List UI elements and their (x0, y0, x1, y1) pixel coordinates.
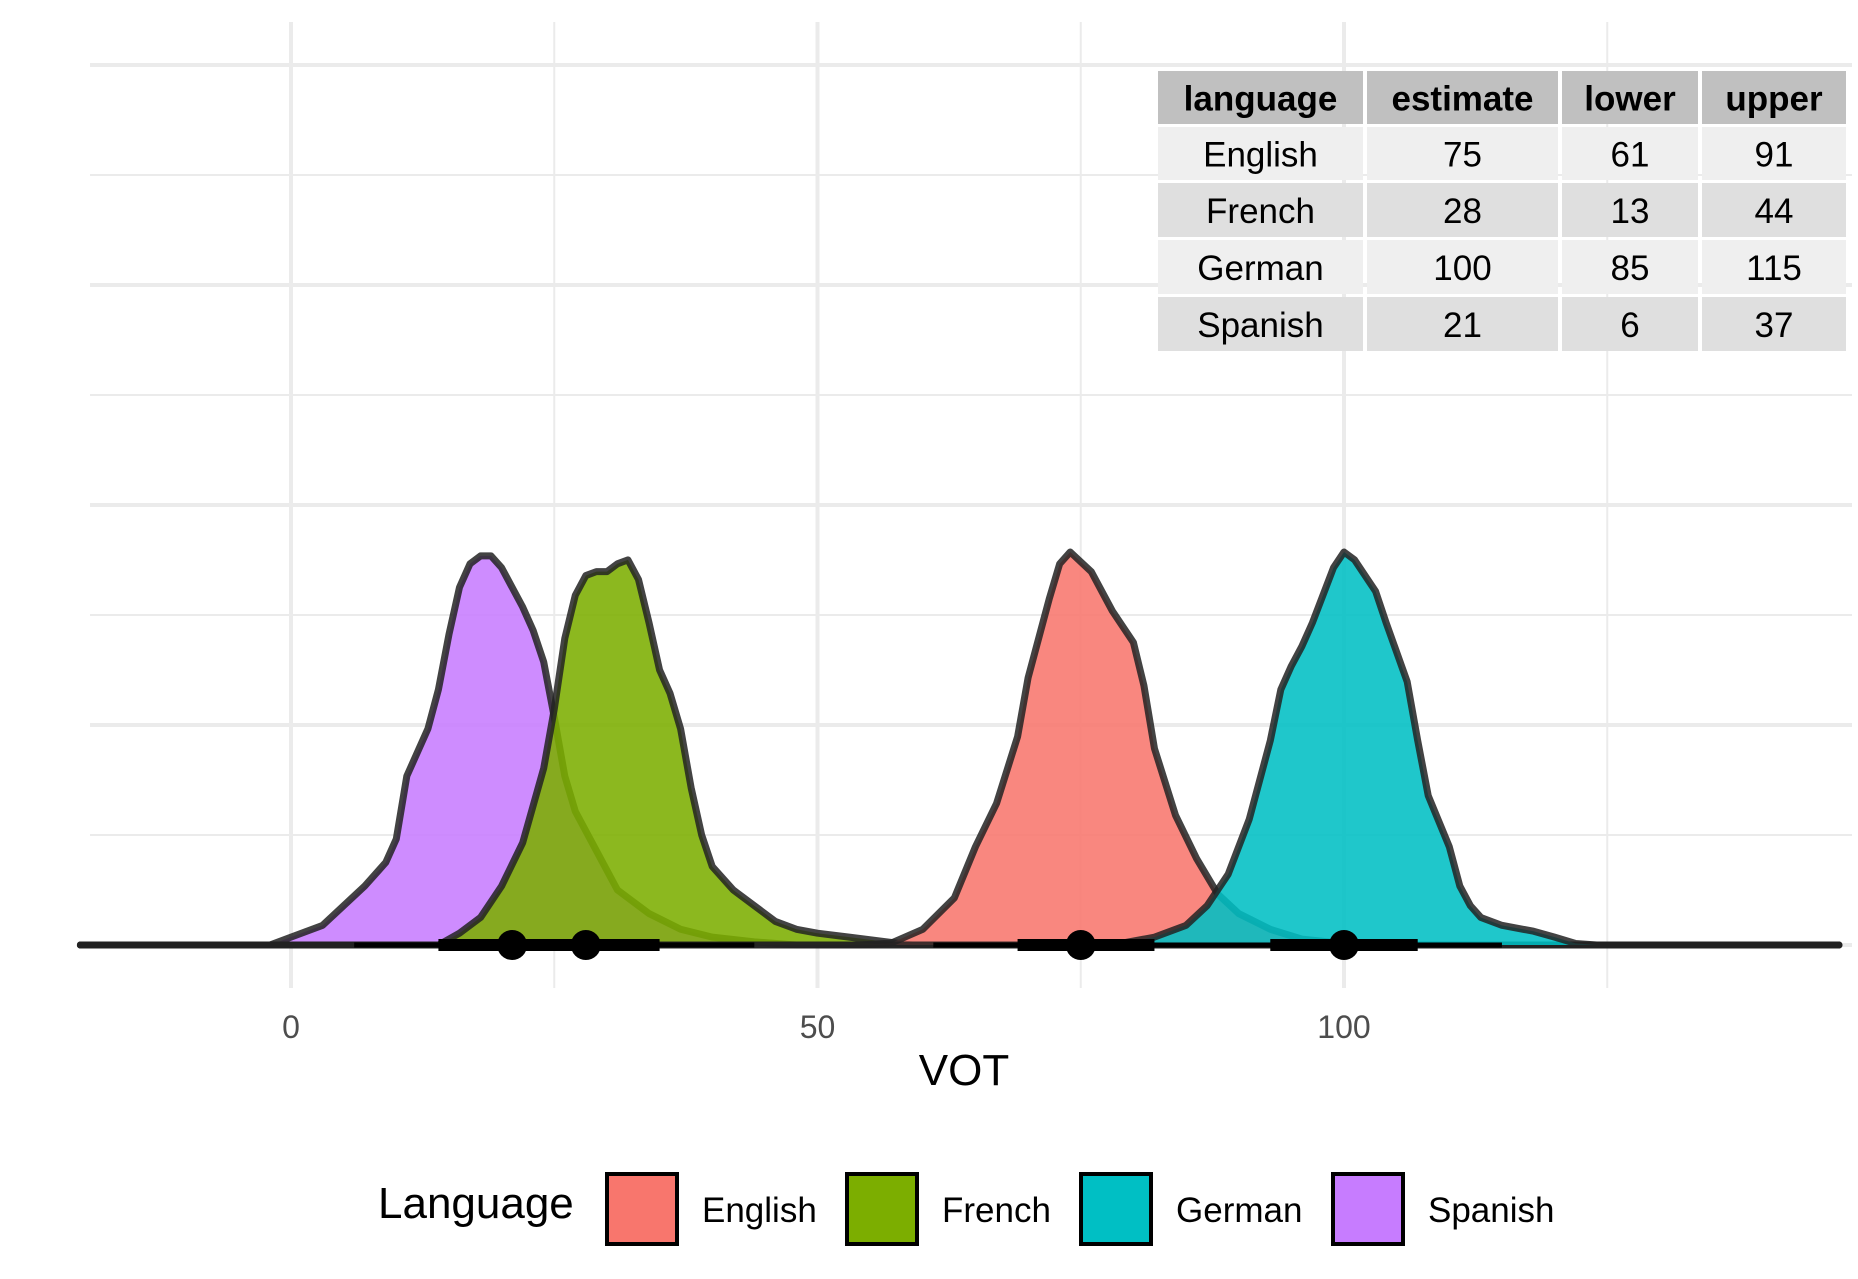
table-cell-text: 115 (1746, 249, 1802, 288)
density-fill-german (1112, 552, 1597, 945)
table-cell-text: 75 (1443, 136, 1482, 175)
estimate-point-german (1329, 930, 1359, 960)
density-fill-english (859, 552, 1387, 945)
legend-title: Language (378, 1179, 574, 1228)
table-cell-text: 37 (1755, 306, 1794, 345)
table-cell-text: 6 (1620, 306, 1639, 345)
table-cell-text: 13 (1611, 192, 1650, 231)
legend-label-french: French (942, 1191, 1051, 1230)
legend-label-spanish: Spanish (1428, 1191, 1554, 1230)
x-tick-label: 50 (800, 1009, 836, 1045)
table-cell-text: 61 (1611, 136, 1650, 175)
density-fill-french (438, 559, 913, 945)
legend-label-german: German (1176, 1191, 1302, 1230)
table-cell (1158, 183, 1363, 237)
table-header-label: upper (1725, 80, 1823, 119)
table-cell (1158, 297, 1363, 351)
table-cell (1702, 183, 1846, 237)
table-cell (1702, 127, 1846, 180)
table-cell (1562, 127, 1698, 180)
table-header-cell (1562, 71, 1698, 124)
table-cell (1562, 240, 1698, 294)
table-cell-text: English (1203, 136, 1318, 175)
table-header-cell (1158, 71, 1363, 124)
table-cell-text: 100 (1433, 249, 1491, 288)
table-header-label: language (1184, 80, 1338, 119)
table-cell-text: French (1206, 192, 1315, 231)
table-cell (1367, 297, 1558, 351)
x-axis-ticks: 0 50 100 (282, 1009, 1371, 1045)
table-cell (1562, 297, 1698, 351)
legend-key-english (605, 1172, 679, 1246)
estimate-point-english (1065, 930, 1096, 960)
table-cell-text: Spanish (1197, 306, 1323, 345)
table-cell (1367, 183, 1558, 237)
table-header-label: estimate (1391, 80, 1533, 119)
table-header-cell (1702, 71, 1846, 124)
table-cell-text: 85 (1611, 249, 1650, 288)
x-tick-label: 0 (282, 1009, 300, 1045)
x-axis-title: VOT (919, 1046, 1009, 1095)
table-cell-text: German (1197, 249, 1323, 288)
legend-key-french (845, 1172, 919, 1246)
table-cell (1158, 240, 1363, 294)
x-tick-label: 100 (1317, 1009, 1370, 1045)
table-cell (1562, 183, 1698, 237)
table-cell-text: 91 (1755, 136, 1794, 175)
table-cell (1702, 240, 1846, 294)
legend-label-english: English (702, 1191, 817, 1230)
table-cell (1158, 127, 1363, 180)
density-fill-spanish (269, 555, 797, 945)
density-line-french (76, 556, 1843, 949)
table-cell (1367, 127, 1558, 180)
table-cell-text: 28 (1443, 192, 1482, 231)
legend-key-german (1079, 1172, 1153, 1246)
table-cell (1702, 297, 1846, 351)
legend-key-spanish (1331, 1172, 1405, 1246)
interval-bars (354, 930, 1502, 960)
estimate-table: language estimate lower upper English 75 61 91 F… (1158, 71, 1846, 351)
table-cell-text: 44 (1755, 192, 1794, 231)
density-line-german (76, 548, 1843, 949)
table-header-cell (1367, 71, 1558, 124)
table-cell-text: 21 (1443, 306, 1482, 345)
legend: Language English French German Spanish (378, 1172, 1554, 1246)
table-cell (1367, 240, 1558, 294)
table-header-label: lower (1584, 80, 1676, 119)
estimate-point-spanish (497, 930, 528, 960)
density-curves (76, 548, 1843, 949)
density-line-english (76, 548, 1843, 949)
